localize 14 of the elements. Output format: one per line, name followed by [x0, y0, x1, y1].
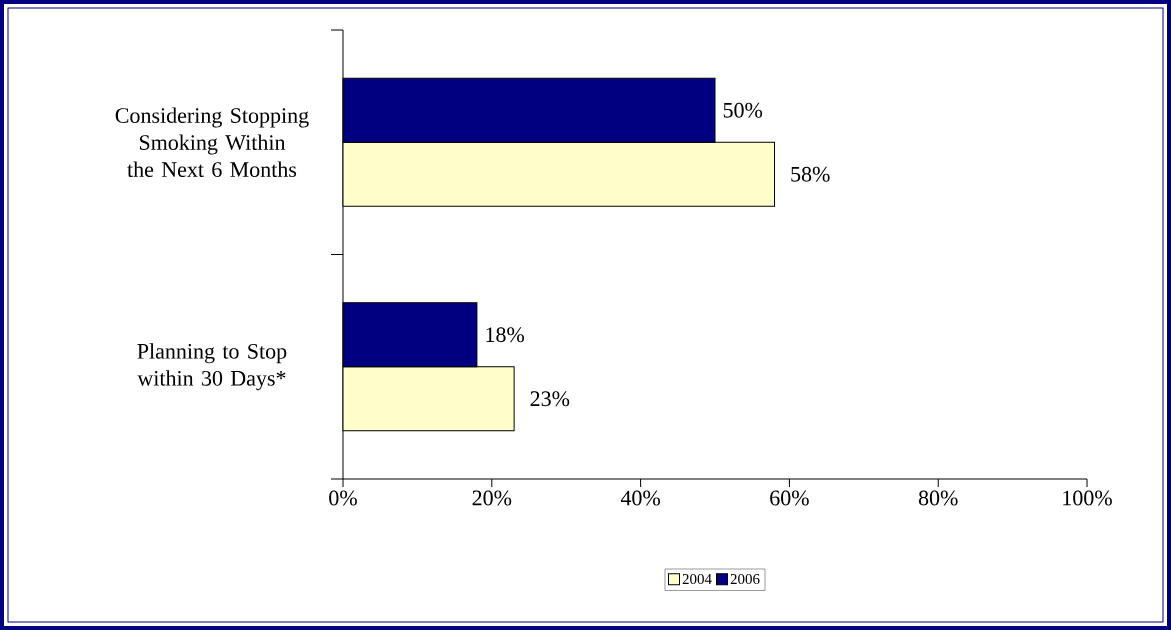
data-label: 18%: [486, 327, 525, 343]
x-tick-label: 20%: [472, 490, 512, 506]
x-tick-label: 60%: [770, 490, 809, 506]
data-label: 50%: [723, 102, 763, 118]
legend-label: 2006: [730, 574, 760, 585]
data-label: 58%: [791, 166, 830, 182]
x-tick-label: 40%: [620, 490, 661, 506]
y-tick-label: Considering Stopping Smoking Within the Next 6 Months: [115, 107, 309, 177]
x-tick-label: 0%: [329, 490, 357, 506]
x-tick-label: 80%: [918, 490, 958, 506]
legend-label: 2004: [682, 574, 712, 585]
y-tick-label: Planning to Stop within 30 Days*: [137, 343, 287, 391]
x-tick-label: 100%: [1063, 490, 1112, 506]
data-label: 23%: [530, 391, 570, 407]
